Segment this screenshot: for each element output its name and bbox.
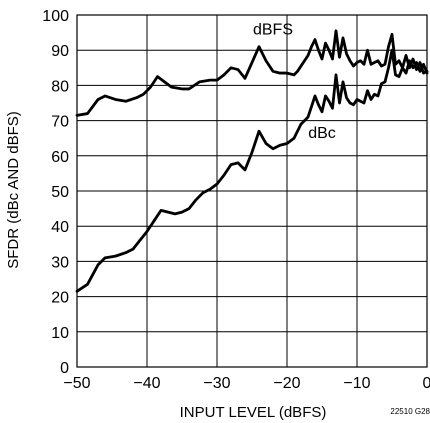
series-line-dbfs <box>75 29 429 117</box>
y-tick-label: 0 <box>60 360 69 377</box>
x-axis-title: INPUT LEVEL (dBFS) <box>180 404 327 421</box>
series-line-dbc <box>75 48 429 293</box>
x-tick-label: 0 <box>423 375 430 392</box>
y-tick-label: 70 <box>51 114 69 131</box>
y-tick-label: 10 <box>51 325 69 342</box>
x-tick-label: −20 <box>273 375 300 392</box>
x-tick-label: −50 <box>63 375 90 392</box>
y-tick-label: 20 <box>51 290 69 307</box>
x-tick-label: −10 <box>343 375 370 392</box>
x-tick-label: −40 <box>133 375 160 392</box>
y-tick-label: 50 <box>51 184 69 201</box>
series-label-dbc: dBc <box>308 125 336 142</box>
y-tick-label: 40 <box>51 219 69 236</box>
grid-layer <box>76 14 428 368</box>
y-tick-label: 30 <box>51 254 69 271</box>
x-tick-label: −30 <box>203 375 230 392</box>
figure-code: 22510 G28 <box>390 407 430 416</box>
y-tick-label: 60 <box>51 149 69 166</box>
labels-layer: 0 10 20 30 40 50 60 70 80 90 100 −50 −40 −30 −20 −10 0 dB… <box>42 8 430 392</box>
y-tick-label: 100 <box>42 8 69 25</box>
y-axis-title: SFDR (dBc AND dBFS) <box>5 111 22 269</box>
y-tick-label: 80 <box>51 78 69 95</box>
series-label-dbfs: dBFS <box>253 21 293 38</box>
y-tick-label: 90 <box>51 43 69 60</box>
plot-frame <box>76 14 428 368</box>
series-layer <box>75 29 429 293</box>
